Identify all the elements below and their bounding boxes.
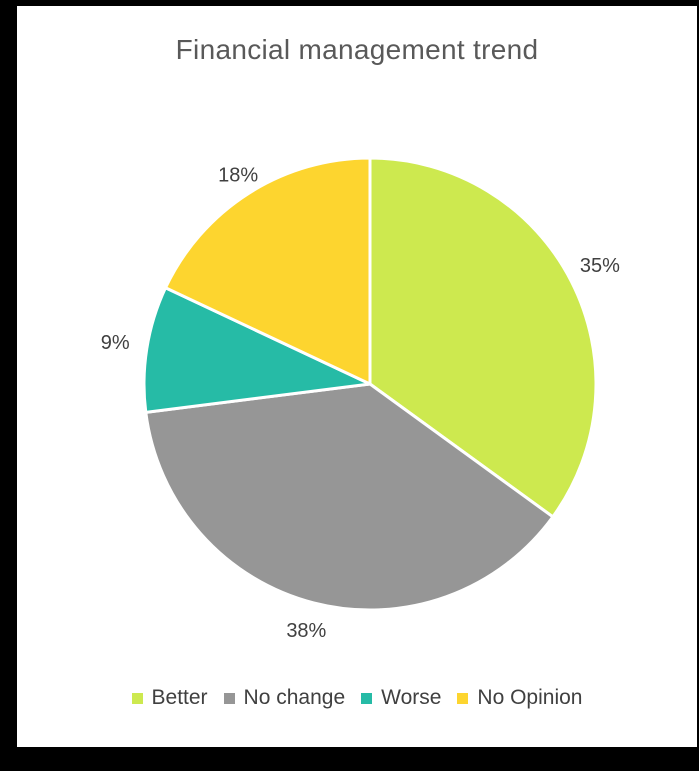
legend-swatch	[361, 692, 373, 704]
legend-swatch	[457, 692, 469, 704]
pie-slice-worse	[142, 286, 372, 414]
pie-data-labels: 35% 38% 9% 18%	[101, 165, 620, 643]
legend-label: No change	[243, 686, 346, 709]
data-label-better: 35%	[580, 255, 620, 277]
chart-title: Financial management trend	[175, 34, 539, 65]
legend-item-worse: Worse	[361, 686, 441, 710]
data-label-no-change: 38%	[286, 620, 326, 642]
chart-area: Financial management trend 35% 38% 9% 18% B…	[17, 6, 697, 747]
chart-legend: Better No change Worse No Opinion	[17, 686, 697, 710]
legend-label: No Opinion	[477, 686, 583, 709]
legend-item-better: Better	[131, 686, 208, 710]
legend-label: Worse	[381, 686, 442, 709]
data-label-no-opinion: 18%	[218, 165, 258, 187]
pie-slice-no-opinion	[164, 156, 372, 386]
data-label-worse: 9%	[101, 332, 130, 354]
pie-slice-better	[368, 156, 598, 519]
legend-swatch	[223, 692, 235, 704]
legend-item-no-change: No change	[223, 686, 346, 710]
pie-slices	[142, 156, 598, 612]
pie-chart: 35% 38% 9% 18%	[101, 156, 620, 643]
legend-label: Better	[151, 686, 208, 709]
pie-slice-no-change	[144, 382, 555, 612]
legend-item-no-opinion: No Opinion	[457, 686, 582, 710]
legend-swatch	[131, 692, 143, 704]
